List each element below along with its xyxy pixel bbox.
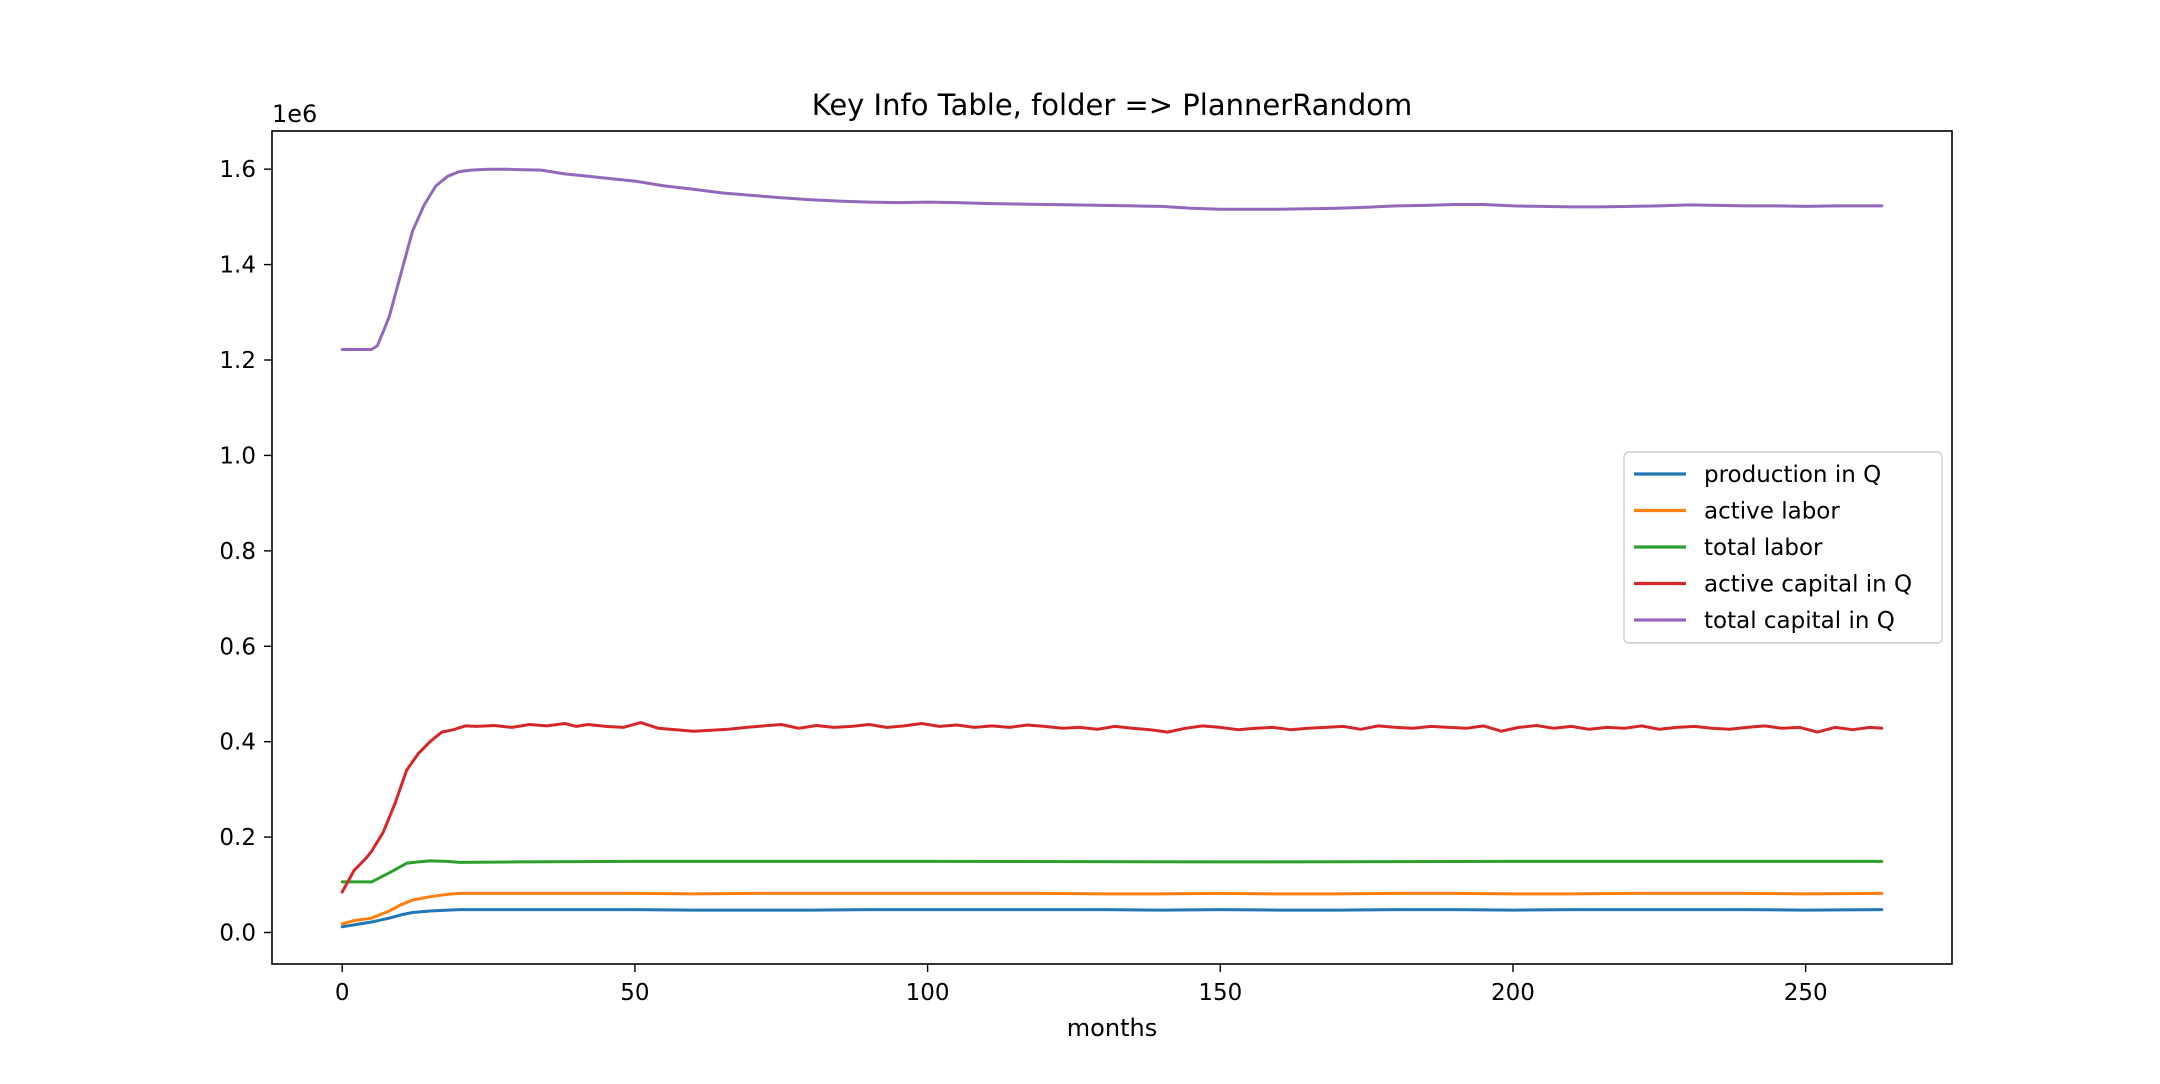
x-tick-label: 0 [335, 980, 350, 1006]
legend-label: total capital in Q [1704, 608, 1895, 634]
y-tick-label: 1.2 [219, 348, 256, 374]
series-line-total-capital-in-q [340, 167, 1884, 351]
y-tick-label: 0.2 [219, 825, 256, 851]
legend: production in Q active labor total labor ac… [1623, 451, 1943, 644]
y-axis-offset-label: 1e6 [272, 100, 317, 128]
x-tick-label: 50 [620, 980, 649, 1006]
x-tick-label: 200 [1491, 980, 1535, 1006]
y-tick-label: 1.4 [219, 253, 256, 279]
plot-frame [271, 130, 1953, 965]
x-tick-label: 150 [1198, 980, 1242, 1006]
legend-label: total labor [1704, 535, 1823, 561]
x-tick-label: 250 [1784, 980, 1828, 1006]
y-tick-label: 0.6 [219, 634, 256, 660]
series-line-production-in-q [340, 908, 1884, 929]
chart-title: Key Info Table, folder => PlannerRandom [812, 88, 1412, 122]
legend-label: active labor [1704, 499, 1840, 525]
x-axis: 0 50 100 150 200 250 [335, 964, 1828, 1006]
series-line-active-labor [340, 891, 1884, 926]
y-tick-label: 0.4 [219, 730, 256, 756]
y-axis: 0.0 0.2 0.4 0.6 0.8 1.0 1.2 1.4 1.6 [219, 157, 272, 947]
y-tick-label: 1.0 [219, 443, 256, 469]
y-tick-label: 1.6 [219, 157, 256, 183]
legend-box [1623, 451, 1943, 644]
series-line-active-capital-in-q [340, 721, 1884, 894]
series-line-total-labor [340, 859, 1884, 884]
x-axis-label: months [1067, 1014, 1157, 1042]
legend-label: active capital in Q [1704, 572, 1912, 598]
y-tick-label: 0.8 [219, 539, 256, 565]
x-tick-label: 100 [906, 980, 950, 1006]
y-tick-label: 0.0 [219, 921, 256, 947]
series-layer [340, 167, 1884, 929]
legend-label: production in Q [1704, 462, 1881, 488]
